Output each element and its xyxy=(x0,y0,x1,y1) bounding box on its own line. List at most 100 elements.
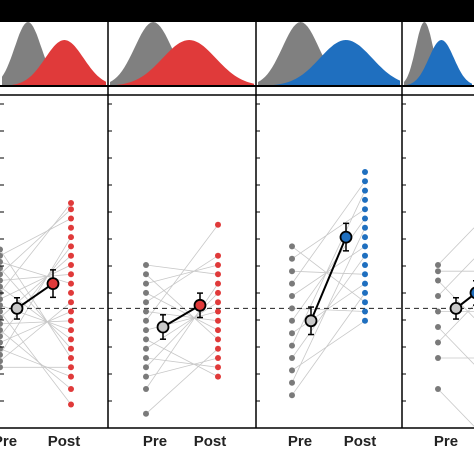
mean-marker-pre xyxy=(449,301,463,315)
post-point xyxy=(68,364,74,371)
tick-label-p2-pre: Pre xyxy=(143,433,167,450)
post-point xyxy=(215,280,221,287)
mean-marker-pre xyxy=(304,314,318,328)
pair-line xyxy=(145,301,219,350)
post-point xyxy=(362,252,368,259)
post-point xyxy=(362,178,368,185)
pair-line xyxy=(0,301,72,362)
points-layer xyxy=(0,169,441,417)
density-layer xyxy=(2,22,472,86)
post-point xyxy=(362,280,368,287)
pair-line xyxy=(0,264,72,300)
pre-point xyxy=(143,373,149,380)
density-pre-p2 xyxy=(110,22,254,86)
pre-point xyxy=(435,262,441,268)
pre-point xyxy=(143,317,149,324)
pre-point xyxy=(289,317,295,324)
pre-point xyxy=(0,283,3,290)
post-point xyxy=(362,206,368,213)
post-point xyxy=(215,317,221,324)
post-point xyxy=(362,299,368,306)
pair-line xyxy=(145,292,219,331)
post-point xyxy=(68,280,74,287)
pair-line xyxy=(145,255,219,303)
post-point xyxy=(68,345,74,352)
density-pre-p1 xyxy=(2,22,106,86)
post-point xyxy=(215,373,221,380)
pair-line xyxy=(437,258,474,297)
mean-marker-pre xyxy=(156,320,170,334)
pre-point xyxy=(0,302,3,309)
pre-point xyxy=(0,308,3,315)
tick-label-p1-pre: Pre xyxy=(0,433,17,450)
density-pre-p4 xyxy=(404,22,472,86)
pre-point xyxy=(435,293,441,299)
post-point xyxy=(68,271,74,278)
pair-line xyxy=(291,208,366,260)
tick-label-p1-post: Post xyxy=(48,433,81,450)
pre-point xyxy=(289,305,295,312)
mean-marker-post xyxy=(339,230,353,244)
post-point xyxy=(215,289,221,296)
tick-label-p2-post: Post xyxy=(194,433,227,450)
pre-point xyxy=(143,308,149,315)
post-point xyxy=(68,243,74,250)
pre-point xyxy=(0,271,3,278)
pair-line xyxy=(291,218,366,322)
pre-point xyxy=(0,333,3,340)
pre-point xyxy=(435,355,441,361)
post-point xyxy=(68,200,74,206)
pre-point xyxy=(143,364,149,371)
pre-point xyxy=(0,258,3,265)
pair-line xyxy=(0,246,72,337)
post-point xyxy=(68,336,74,343)
post-point xyxy=(215,355,221,361)
pair-line xyxy=(0,267,72,349)
pair-line xyxy=(0,348,72,377)
pre-point xyxy=(143,345,149,352)
post-point xyxy=(362,224,368,231)
density-post-p1 xyxy=(2,40,106,86)
post-point xyxy=(68,327,74,334)
post-point xyxy=(362,187,368,194)
post-point xyxy=(68,317,74,324)
post-point xyxy=(215,262,221,268)
post-point xyxy=(215,364,221,371)
pair-line xyxy=(291,227,366,383)
post-point xyxy=(362,308,368,315)
pre-point xyxy=(143,355,149,361)
pre-point xyxy=(143,327,149,334)
pre-point xyxy=(143,410,149,417)
pre-point xyxy=(143,289,149,296)
post-point xyxy=(215,271,221,278)
post-point xyxy=(68,206,74,213)
post-point xyxy=(215,336,221,343)
pair-line xyxy=(145,283,219,390)
pre-point xyxy=(289,268,295,275)
pair-line xyxy=(0,249,72,359)
pre-point xyxy=(435,268,441,275)
tick-label-p3-pre: Pre xyxy=(288,433,312,450)
pair-line xyxy=(0,202,72,294)
pre-point xyxy=(0,246,3,253)
pair-line xyxy=(0,273,72,281)
pair-line xyxy=(0,218,72,257)
pre-point xyxy=(0,314,3,321)
density-post-p3 xyxy=(258,40,400,86)
frame-layer xyxy=(0,22,474,429)
pre-point xyxy=(289,280,295,287)
pre-point xyxy=(435,386,441,392)
pre-point xyxy=(143,386,149,392)
pre-point xyxy=(289,243,295,250)
post-point xyxy=(362,289,368,296)
pre-point xyxy=(435,324,441,330)
pair-line xyxy=(291,320,366,371)
pair-line xyxy=(145,348,219,415)
pre-point xyxy=(143,336,149,343)
pair-line xyxy=(291,255,366,359)
pre-point xyxy=(0,320,3,327)
tick-label-p4-pre: Pre xyxy=(434,433,458,450)
post-point xyxy=(215,252,221,259)
pair-line xyxy=(145,339,219,377)
